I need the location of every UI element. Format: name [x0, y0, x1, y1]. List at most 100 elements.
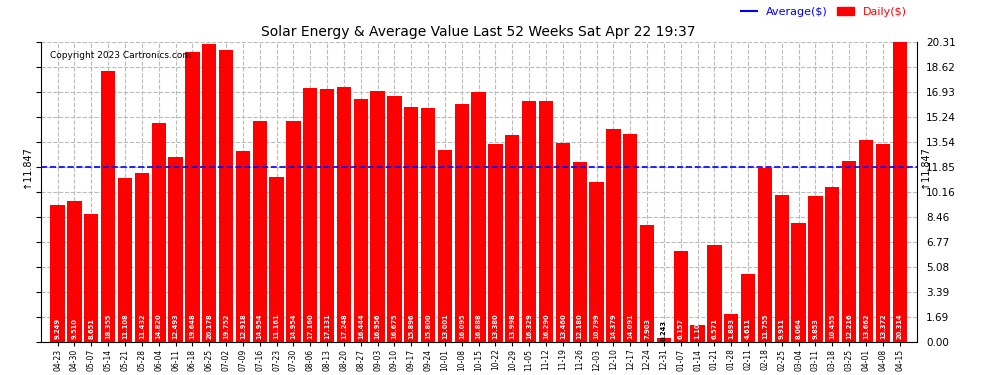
Text: 16.888: 16.888 [475, 314, 482, 339]
Text: 10.455: 10.455 [830, 314, 836, 339]
Bar [353, 99, 368, 342]
Text: ↑11.847: ↑11.847 [23, 146, 33, 188]
Bar [690, 326, 705, 342]
Bar [893, 42, 907, 342]
Bar [606, 129, 621, 342]
Text: 12.918: 12.918 [240, 314, 246, 339]
Bar [135, 173, 148, 342]
Text: 14.379: 14.379 [611, 314, 617, 339]
Text: 20.314: 20.314 [897, 314, 903, 339]
Bar [286, 121, 301, 342]
Bar [488, 144, 503, 342]
Text: 6.571: 6.571 [712, 318, 718, 339]
Bar [707, 244, 722, 342]
Bar [757, 168, 772, 342]
Text: 8.064: 8.064 [796, 318, 802, 339]
Bar [808, 196, 823, 342]
Bar [252, 121, 267, 342]
Bar [724, 314, 739, 342]
Text: 12.180: 12.180 [577, 314, 583, 339]
Text: 9.911: 9.911 [779, 318, 785, 339]
Bar [539, 101, 553, 342]
Bar [269, 177, 284, 342]
Text: Copyright 2023 Cartronics.com: Copyright 2023 Cartronics.com [50, 51, 191, 60]
Bar [185, 52, 200, 342]
Text: 19.752: 19.752 [223, 314, 229, 339]
Bar [859, 140, 873, 342]
Bar [555, 143, 570, 342]
Bar [589, 182, 604, 342]
Text: 15.896: 15.896 [408, 314, 414, 339]
Bar [774, 195, 789, 342]
Text: 11.108: 11.108 [122, 314, 128, 339]
Text: 18.355: 18.355 [105, 314, 111, 339]
Text: 16.444: 16.444 [357, 314, 363, 339]
Text: 16.329: 16.329 [526, 314, 533, 339]
Bar [522, 100, 537, 342]
Text: 9.853: 9.853 [813, 318, 819, 339]
Text: 1.893: 1.893 [729, 318, 735, 339]
Text: 13.662: 13.662 [863, 314, 869, 339]
Text: 17.160: 17.160 [307, 314, 313, 339]
Bar [471, 92, 486, 342]
Text: 14.954: 14.954 [290, 314, 296, 339]
Text: 15.800: 15.800 [425, 314, 431, 339]
Bar [236, 151, 250, 342]
Text: 12.216: 12.216 [846, 314, 852, 339]
Text: 13.460: 13.460 [560, 314, 566, 339]
Text: 20.178: 20.178 [206, 314, 212, 339]
Bar [337, 87, 351, 342]
Bar [623, 134, 638, 342]
Text: ↑11.847: ↑11.847 [920, 146, 930, 188]
Text: 9.510: 9.510 [71, 318, 77, 339]
Bar [50, 205, 64, 342]
Text: 16.095: 16.095 [458, 314, 465, 339]
Text: 16.675: 16.675 [391, 314, 397, 339]
Text: 14.091: 14.091 [628, 314, 634, 339]
Bar [370, 92, 385, 342]
Bar [791, 223, 806, 342]
Text: 6.157: 6.157 [678, 318, 684, 339]
Bar [505, 135, 520, 342]
Text: 17.131: 17.131 [324, 314, 330, 339]
Bar [438, 150, 452, 342]
Text: 13.372: 13.372 [880, 314, 886, 339]
Bar [876, 144, 890, 342]
Bar [842, 161, 856, 342]
Text: 8.651: 8.651 [88, 318, 94, 339]
Text: 11.161: 11.161 [273, 314, 279, 339]
Text: 11.432: 11.432 [139, 314, 145, 339]
Bar [303, 88, 318, 342]
Bar [84, 214, 98, 342]
Text: 4.611: 4.611 [745, 318, 751, 339]
Text: 13.001: 13.001 [442, 314, 447, 339]
Bar [320, 89, 335, 342]
Bar [168, 157, 183, 342]
Text: 14.820: 14.820 [155, 314, 161, 339]
Bar [202, 44, 217, 342]
Text: 1.106: 1.106 [695, 318, 701, 339]
Text: 16.956: 16.956 [374, 314, 380, 339]
Legend: Average($), Daily($): Average($), Daily($) [737, 3, 911, 21]
Bar [640, 225, 654, 342]
Text: 12.493: 12.493 [172, 314, 178, 339]
Bar [826, 188, 840, 342]
Text: 17.248: 17.248 [341, 314, 346, 339]
Bar [219, 50, 234, 342]
Text: 7.903: 7.903 [644, 318, 650, 339]
Text: 10.799: 10.799 [594, 314, 600, 339]
Text: 19.648: 19.648 [189, 314, 195, 339]
Text: 13.380: 13.380 [492, 314, 499, 339]
Bar [673, 251, 688, 342]
Bar [572, 162, 587, 342]
Bar [67, 201, 81, 342]
Text: 14.954: 14.954 [256, 314, 262, 339]
Bar [404, 107, 419, 342]
Bar [454, 104, 469, 342]
Bar [656, 338, 671, 342]
Text: 9.249: 9.249 [54, 318, 60, 339]
Text: 13.998: 13.998 [509, 314, 516, 339]
Bar [741, 274, 755, 342]
Text: 11.755: 11.755 [762, 314, 768, 339]
Text: 16.290: 16.290 [544, 314, 549, 339]
